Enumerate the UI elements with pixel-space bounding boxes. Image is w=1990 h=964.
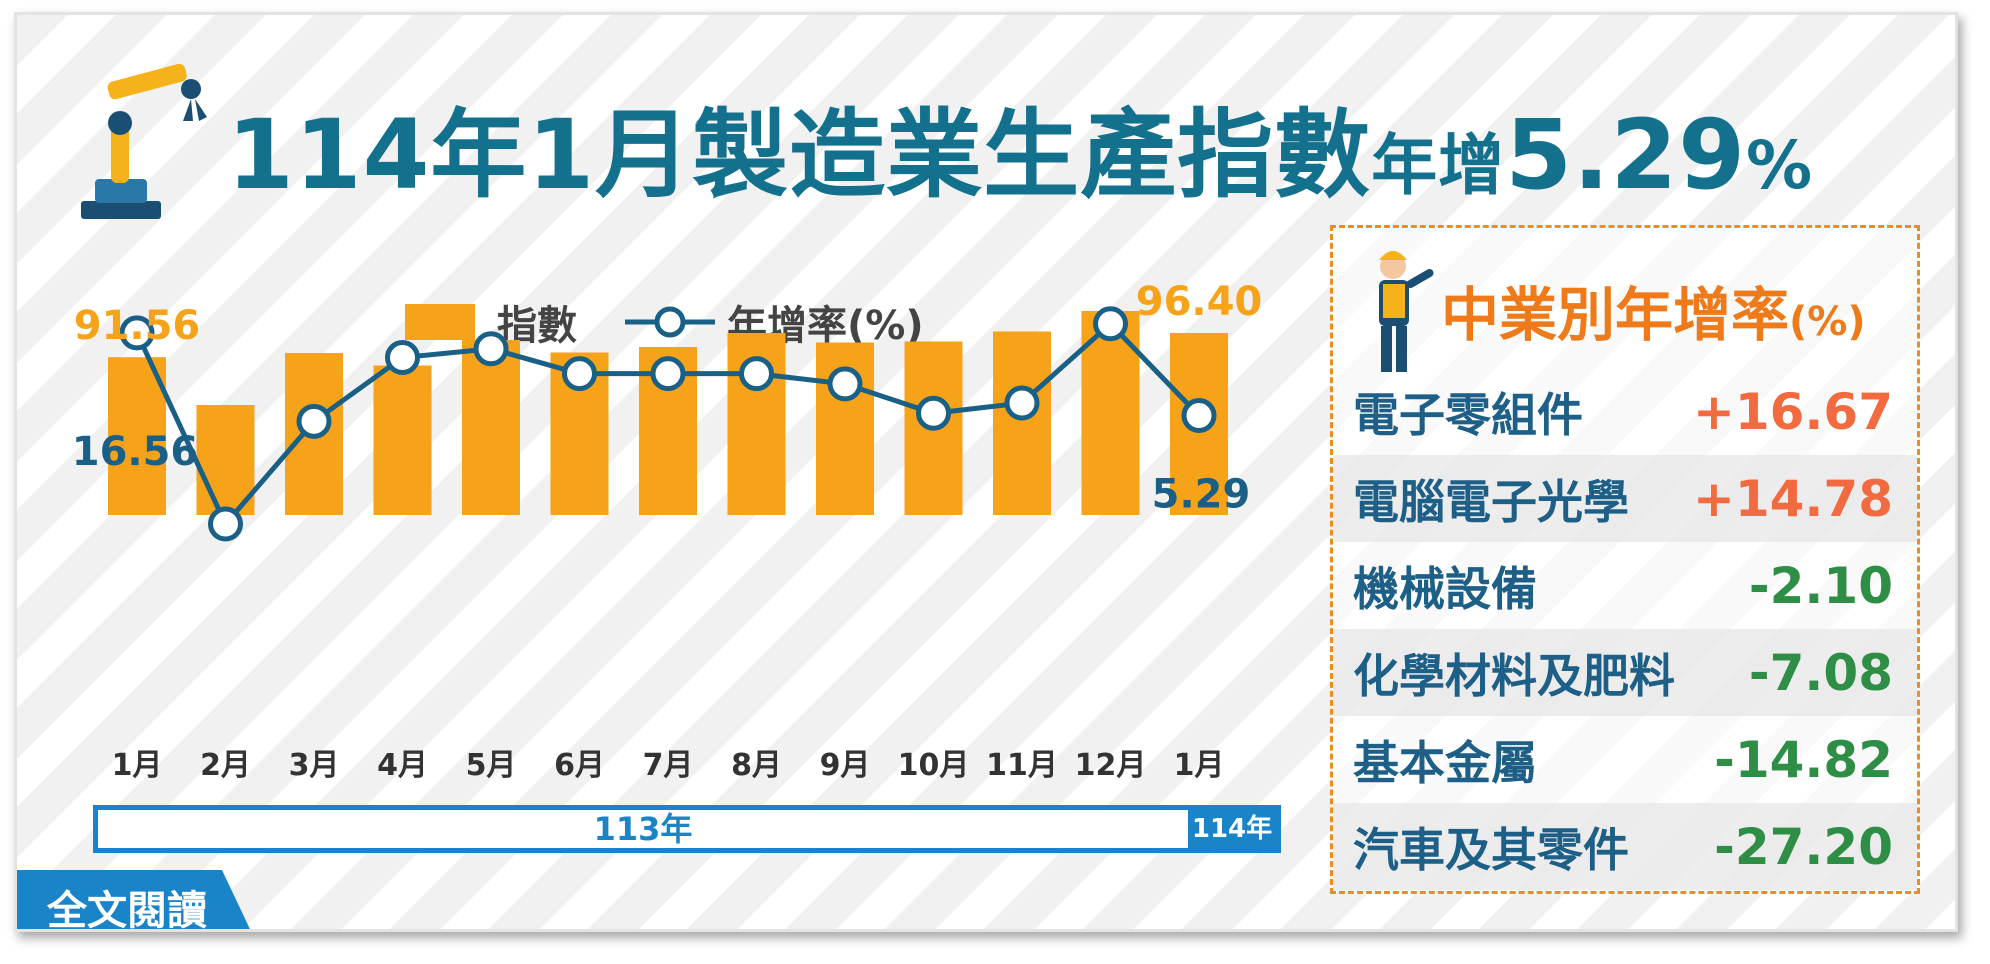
- industry-growth-value: +16.67: [1692, 382, 1893, 441]
- year-114-label: 114年: [1184, 810, 1276, 848]
- bar: [993, 331, 1051, 515]
- industry-list: 電子零組件 +16.67 電腦電子光學 +14.78 機械設備 -2.10 化學材料及肥料 -…: [1333, 368, 1917, 890]
- year-113-label: 113年: [593, 810, 693, 848]
- x-tick-label: 1月: [1174, 748, 1225, 783]
- x-tick-label: 9月: [820, 748, 871, 783]
- industry-name: 化學材料及肥料: [1353, 648, 1675, 703]
- industry-name: 電子零組件: [1353, 387, 1583, 442]
- robot-arm-icon: [81, 63, 207, 219]
- industry-growth-panel: 中業別年增率(%) 電子零組件 +16.67 電腦電子光學 +14.78 機械設備 -2.…: [1330, 225, 1920, 894]
- x-tick-label: 10月: [898, 748, 970, 783]
- industry-row: 基本金屬 -14.82: [1333, 716, 1917, 803]
- growth-point: [296, 403, 332, 439]
- growth-point: [916, 395, 951, 431]
- bar-value-label: 91.56: [74, 303, 201, 349]
- title-unit: %: [1746, 127, 1814, 204]
- bar-value-label: 96.40: [1136, 279, 1263, 325]
- bar: [196, 405, 255, 515]
- industry-row: 電腦電子光學 +14.78: [1333, 455, 1917, 542]
- industry-growth-value: -14.82: [1714, 730, 1893, 789]
- growth-point: [119, 315, 155, 351]
- industry-growth-value: -27.20: [1714, 817, 1893, 876]
- growth-point: [1004, 385, 1040, 421]
- growth-point: [1181, 398, 1217, 434]
- read-full-text-button[interactable]: 全文閱讀: [17, 870, 257, 929]
- panel-title-text: 中業別年增率: [1441, 281, 1790, 349]
- x-tick-label: 11月: [986, 748, 1058, 783]
- growth-point: [650, 356, 686, 392]
- industry-growth-value: +14.78: [1692, 469, 1893, 528]
- industry-row: 機械設備 -2.10: [1333, 542, 1917, 629]
- x-tick-label: 12月: [1075, 748, 1147, 783]
- growth-point: [827, 366, 863, 402]
- panel-title-unit: (%): [1789, 299, 1866, 345]
- year-axis-bar: 113年 114年: [93, 805, 1281, 853]
- worker-icon: [1379, 251, 1434, 372]
- legend-bar-swatch: [405, 304, 475, 340]
- page-title: 114年1月製造業生產指數 年增 5.29 %: [227, 77, 1814, 211]
- x-tick-label: 6月: [554, 748, 605, 783]
- x-tick-label: 1月: [112, 748, 163, 783]
- industry-growth-value: -7.08: [1748, 643, 1893, 702]
- growth-point: [385, 340, 420, 376]
- industry-row: 化學材料及肥料 -7.08: [1333, 629, 1917, 716]
- x-tick-label: 5月: [466, 748, 517, 783]
- panel-title: 中業別年增率(%): [1441, 268, 1866, 352]
- growth-point: [739, 356, 774, 392]
- infographic-card: 114年1月製造業生產指數 年增 5.29 % 指數 年增率(%) 1月 2月 3月…: [14, 12, 1958, 932]
- industry-name: 汽車及其零件: [1353, 822, 1629, 877]
- title-prefix: 114年1月製造業生產指數: [227, 99, 1372, 211]
- x-tick-label: 8月: [731, 748, 782, 783]
- bar: [462, 340, 520, 515]
- growth-value-label: 16.56: [72, 429, 199, 475]
- x-tick-label: 2月: [200, 748, 251, 783]
- chart-canvas: 1月 2月 3月 4月 5月 6月 7月 8月 9月 10月 11月 12月 1月 91.56 16.56 9…: [72, 279, 1263, 783]
- growth-point: [473, 331, 509, 367]
- growth-point: [208, 506, 243, 542]
- industry-growth-value: -2.10: [1748, 556, 1893, 615]
- x-tick-label: 7月: [643, 748, 694, 783]
- x-tick-label: 3月: [289, 748, 340, 783]
- chart-legend: 指數 年增率(%): [405, 293, 924, 351]
- x-tick-label: 4月: [377, 748, 428, 783]
- industry-name: 基本金屬: [1353, 735, 1537, 790]
- legend-line-swatch: [625, 306, 715, 338]
- industry-name: 電腦電子光學: [1353, 474, 1629, 529]
- title-mid: 年增: [1371, 127, 1506, 204]
- growth-point: [1093, 306, 1128, 342]
- growth-value-label: 5.29: [1152, 472, 1251, 518]
- industry-name: 機械設備: [1353, 561, 1537, 616]
- bar: [373, 365, 432, 515]
- growth-point: [562, 356, 597, 392]
- title-value: 5.29: [1505, 99, 1747, 211]
- bar: [108, 357, 166, 515]
- industry-row: 汽車及其零件 -27.20: [1333, 803, 1917, 890]
- industry-row: 電子零組件 +16.67: [1333, 368, 1917, 455]
